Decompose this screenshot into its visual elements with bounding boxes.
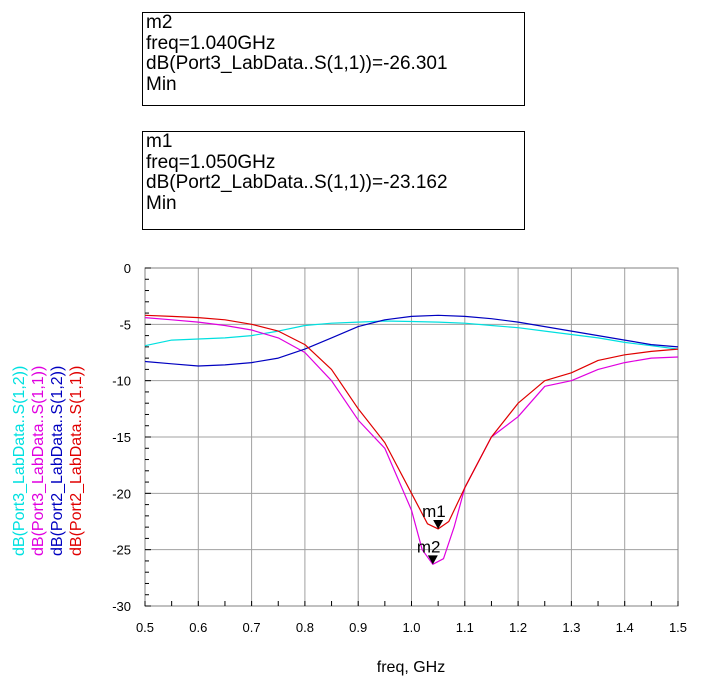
x-tick-label: 1.4 (616, 620, 634, 635)
marker-mode: Min (146, 192, 177, 214)
series-line (144, 320, 679, 350)
series-line (144, 317, 679, 565)
x-tick-labels: 0.5 0.6 0.7 0.8 0.9 1.0 1.1 1.2 1.3 1.4 1.5 (136, 620, 687, 635)
marker-mode: Min (146, 73, 177, 95)
x-axis-label: freq, GHz (377, 659, 445, 676)
x-tick-label: 1.1 (456, 620, 474, 635)
marker-freq: freq=1.040GHz (146, 32, 276, 54)
x-tick-label: 1.0 (402, 620, 420, 635)
series-line (144, 314, 679, 530)
marker-name: m2 (146, 12, 173, 33)
marker-readout-m2: m2 freq=1.040GHz dB(Port3_LabData..S(1,1… (142, 12, 525, 106)
legend-entry: dB(Port3_LabData..S(1,1)) (30, 366, 47, 556)
marker-triangle (427, 555, 438, 565)
marker-freq: freq=1.050GHz (146, 151, 276, 173)
legend-entry: dB(Port2_LabData..S(1,2)) (49, 366, 66, 556)
plot-grid (144, 267, 679, 607)
marker-readout-m1: m1 freq=1.050GHz dB(Port2_LabData..S(1,1… (142, 131, 525, 230)
x-tick-label: 0.8 (296, 620, 314, 635)
x-tick-label: 0.9 (349, 620, 367, 635)
x-tick-label: 1.5 (669, 620, 687, 635)
marker-name: m1 (146, 131, 173, 152)
legend: dB(Port3_LabData..S(1,2)) dB(Port3_LabDat… (11, 366, 85, 556)
x-tick-label: 0.5 (136, 620, 154, 635)
x-tick-label: 1.3 (562, 620, 580, 635)
marker-triangle (433, 519, 444, 529)
y-tick-label: -25 (112, 543, 131, 558)
marker-expression: dB(Port2_LabData..S(1,1))=-23.162 (146, 172, 448, 193)
y-tick-label: -5 (119, 317, 131, 332)
marker-expression: dB(Port3_LabData..S(1,1))=-26.301 (146, 53, 448, 74)
y-tick-label: -15 (112, 430, 131, 445)
y-tick-label: -30 (112, 599, 131, 614)
x-tick-label: 0.7 (243, 620, 261, 635)
y-tick-label: -20 (112, 486, 131, 501)
marker-label: m1 (422, 502, 446, 521)
legend-entry: dB(Port2_LabData..S(1,1)) (68, 366, 85, 556)
series-line (144, 314, 679, 367)
tick-marks (144, 267, 679, 607)
x-tick-label: 1.2 (509, 620, 527, 635)
series-lines (144, 314, 679, 565)
marker-annotations: m1 m2 (417, 502, 446, 565)
x-tick-label: 0.6 (189, 620, 207, 635)
y-tick-label: -10 (112, 374, 131, 389)
marker-label: m2 (417, 537, 441, 556)
y-tick-labels: 0 -5 -10 -15 -20 -25 -30 (112, 261, 131, 614)
legend-entry: dB(Port3_LabData..S(1,2)) (11, 366, 28, 556)
y-tick-label: 0 (124, 261, 131, 276)
